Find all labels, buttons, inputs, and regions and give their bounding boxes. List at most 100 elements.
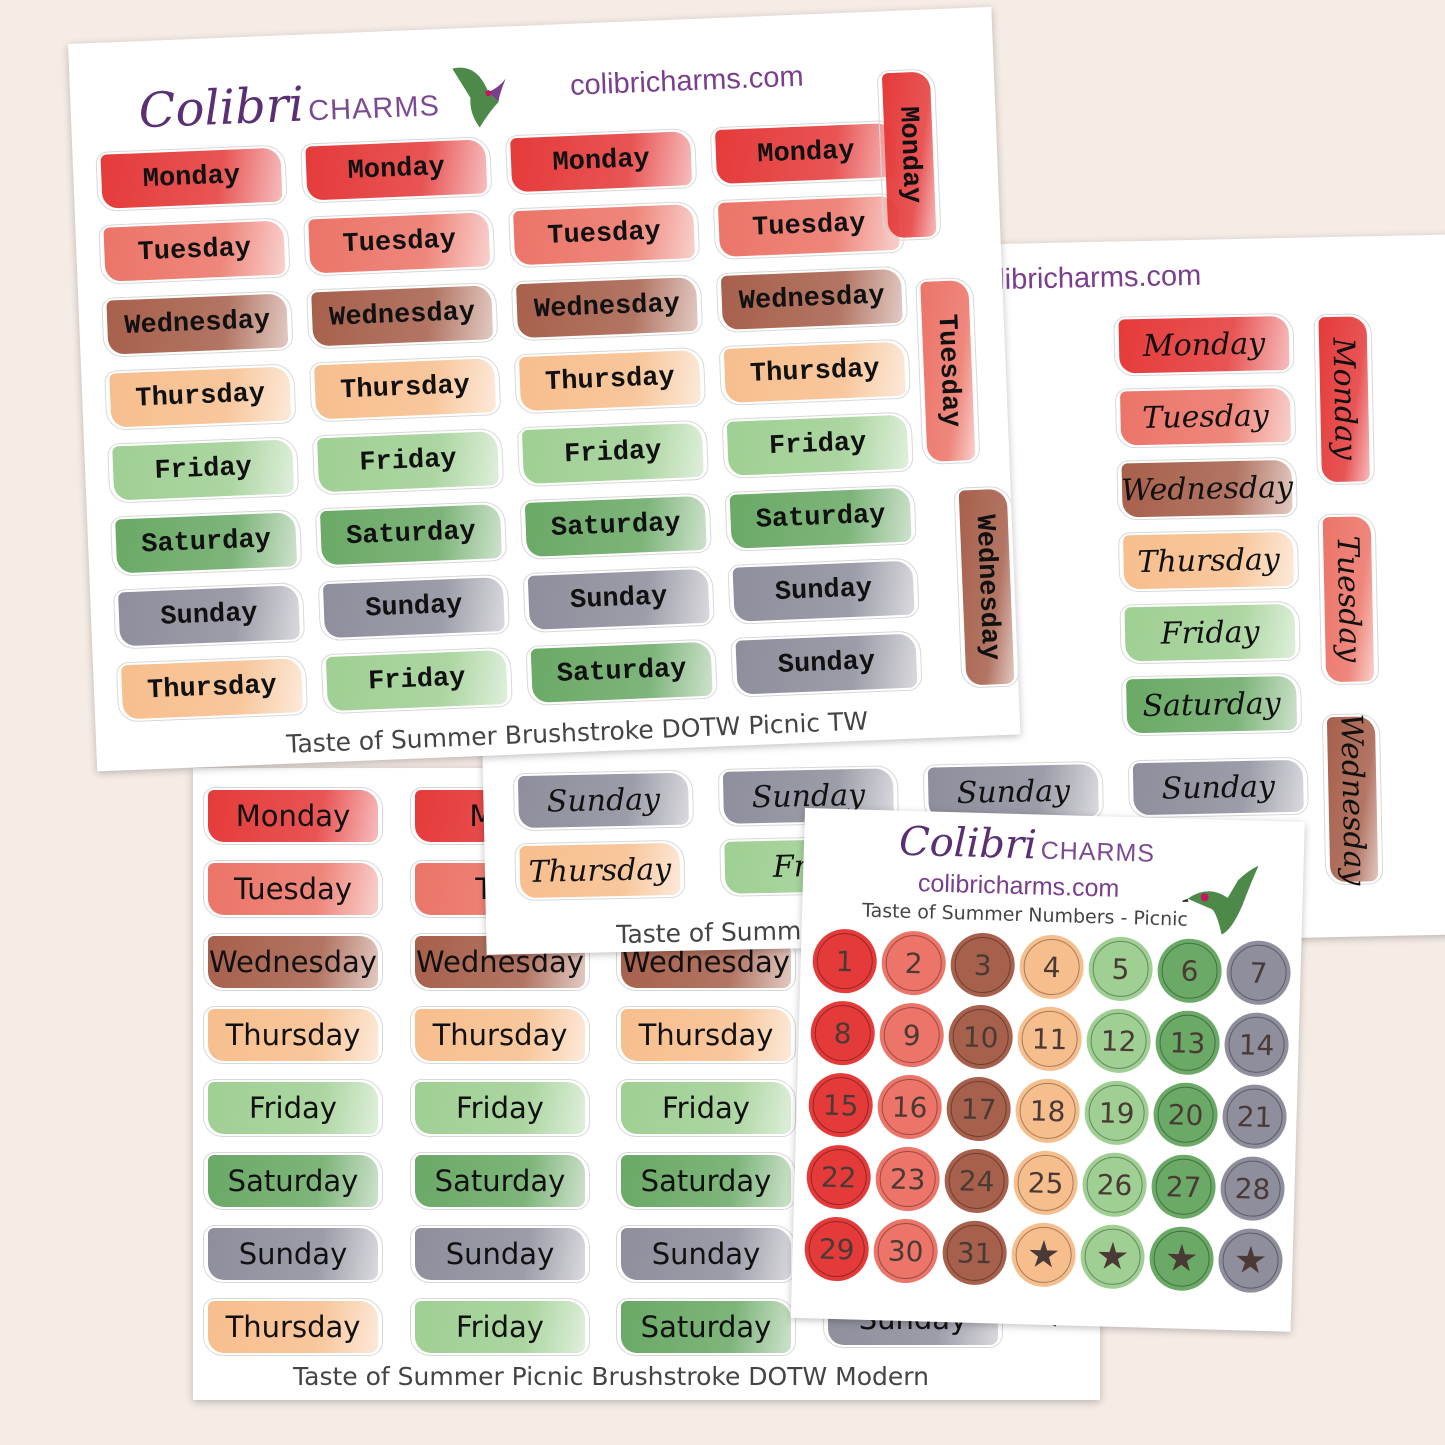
day-label-text: Friday [456, 1091, 544, 1125]
number-text: 10 [962, 1020, 999, 1054]
day-label-text: Sunday [1161, 768, 1276, 807]
number-dot-sticker: 1 [811, 928, 878, 995]
star-icon [1028, 1239, 1059, 1270]
number-dot-sticker: 31 [941, 1220, 1008, 1286]
day-label-text: Saturday [755, 500, 886, 536]
day-label-sticker: Saturday [530, 641, 713, 703]
number-text: 13 [1169, 1025, 1206, 1060]
number-dot-sticker: 26 [1081, 1151, 1148, 1218]
hummingbird-icon [452, 67, 506, 128]
number-text: 4 [1042, 950, 1062, 984]
day-label-text: Sunday [777, 647, 876, 681]
day-label-text: Saturday [640, 1310, 772, 1344]
number-dot-sticker: 21 [1221, 1083, 1288, 1150]
day-label-text: Wednesday [1333, 712, 1372, 886]
number-dot-sticker: 24 [943, 1148, 1010, 1214]
sheet-caption: Taste of Summer Numbers - Picnic [861, 899, 1189, 931]
day-label-sticker: Sunday [616, 1225, 796, 1283]
day-label-text: Sunday [445, 1237, 555, 1271]
brand-logo: Colibri CHARMS [138, 71, 441, 140]
number-text: 25 [1027, 1165, 1064, 1200]
day-label-sticker: Thursday [723, 341, 906, 403]
day-label-text: Sunday [238, 1237, 348, 1271]
day-label-sticker: Wednesday [1326, 713, 1379, 885]
number-dot-sticker: 8 [809, 1000, 876, 1067]
number-dot-sticker: 18 [1014, 1078, 1081, 1144]
day-label-sticker: Monday [881, 71, 937, 239]
day-label-sticker: Friday [203, 1079, 383, 1137]
number-text: 1 [835, 944, 855, 978]
day-label-sticker: Thursday [518, 349, 701, 412]
day-label-text: Friday [154, 452, 253, 487]
day-label-text: Thursday [432, 1018, 568, 1052]
day-label-text: Thursday [225, 1018, 361, 1052]
number-text: 7 [1249, 955, 1268, 990]
day-label-sticker: Monday [510, 131, 693, 193]
day-label-sticker: Sunday [527, 568, 710, 630]
day-label-sticker: Saturday [616, 1298, 796, 1356]
number-dot-sticker: 22 [805, 1144, 872, 1210]
day-label-text: Friday [662, 1091, 750, 1125]
day-label-sticker: Friday [317, 431, 500, 493]
day-label-text: Monday [347, 152, 446, 187]
day-label-text: Wednesday [738, 281, 886, 318]
number-text: 29 [818, 1232, 855, 1267]
day-label-text: Saturday [227, 1164, 359, 1198]
day-label-text: Tuesday [341, 225, 457, 261]
day-label-text: Sunday [546, 781, 661, 820]
brand-script-text: Colibri [898, 818, 1038, 869]
day-label-sticker: Thursday [1123, 531, 1295, 590]
day-label-text: Saturday [550, 508, 682, 544]
day-label-text: Saturday [434, 1164, 566, 1198]
day-label-sticker: Monday [100, 147, 283, 209]
site-url: colibricharms.com [917, 869, 1120, 903]
day-label-text: Thursday [146, 671, 278, 707]
day-label-sticker: Saturday [616, 1152, 796, 1210]
day-label-text: Tuesday [137, 233, 252, 269]
number-dot-sticker: 13 [1154, 1009, 1221, 1076]
day-label-sticker: Sunday [203, 1225, 383, 1283]
day-label-text: Wednesday [533, 289, 681, 326]
brand-logo: Colibri CHARMS [898, 819, 1155, 872]
day-label-text: Monday [1142, 325, 1266, 364]
day-label-sticker: Friday [410, 1298, 590, 1356]
number-text: 21 [1236, 1099, 1273, 1134]
number-text: 2 [904, 946, 924, 980]
day-label-sticker: Wednesday [311, 285, 494, 347]
day-label-sticker: Wednesday [106, 293, 289, 355]
day-label-sticker: Saturday [319, 504, 502, 566]
day-label-sticker: Monday [305, 139, 488, 201]
day-label-sticker: Friday [410, 1079, 590, 1137]
day-label-sticker: Thursday [519, 842, 681, 899]
day-label-sticker: Sunday [735, 633, 918, 695]
day-label-sticker: Friday [112, 439, 295, 501]
day-label-sticker: Saturday [410, 1152, 590, 1210]
day-label-sticker: Wednesday [958, 488, 1015, 686]
day-label-text: Monday [235, 799, 351, 833]
day-label-sticker: Monday [1118, 315, 1290, 374]
star-icon [1097, 1241, 1128, 1272]
number-dot-sticker: 30 [872, 1218, 939, 1284]
number-dot-sticker: 10 [947, 1004, 1014, 1070]
day-label-sticker: Tuesday [1119, 387, 1292, 446]
day-label-text: Tuesday [1141, 397, 1270, 436]
day-label-sticker: Friday [325, 649, 508, 712]
number-text: 23 [889, 1162, 926, 1197]
day-label-text: Thursday [544, 362, 676, 399]
day-label-text: Wednesday [1120, 469, 1294, 508]
number-dot-sticker: 19 [1083, 1079, 1150, 1146]
day-label-text: Tuesday [751, 209, 867, 244]
sticker-sheet-typewriter: Colibri CHARMS colibricharms.com Monday T… [68, 6, 1021, 772]
number-dot-sticker: 23 [874, 1146, 941, 1212]
number-dot-sticker [1079, 1223, 1146, 1290]
day-label-text: Thursday [339, 371, 471, 407]
day-label-sticker: Sunday [322, 576, 505, 639]
day-label-text: Monday [1325, 337, 1363, 461]
day-label-sticker: Sunday [1132, 759, 1304, 816]
day-label-text: Wednesday [123, 306, 271, 342]
day-label-text: Sunday [159, 598, 259, 633]
number-dot-sticker: 16 [876, 1074, 943, 1140]
day-label-sticker: Thursday [616, 1006, 796, 1064]
number-dot-sticker [1010, 1221, 1077, 1288]
day-label-text: Wednesday [968, 513, 1005, 661]
